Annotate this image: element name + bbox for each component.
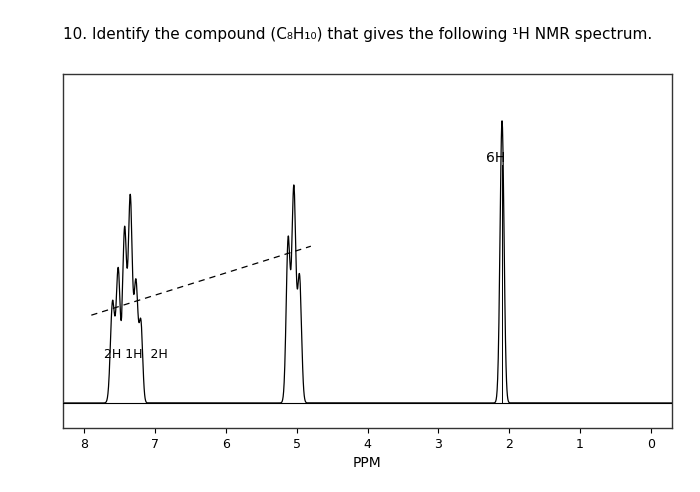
- X-axis label: PPM: PPM: [353, 456, 382, 470]
- Text: 2H 1H  2H: 2H 1H 2H: [104, 348, 168, 361]
- Text: 6H: 6H: [486, 151, 505, 165]
- Text: 10. Identify the compound (C₈H₁₀) that gives the following ¹H NMR spectrum.: 10. Identify the compound (C₈H₁₀) that g…: [63, 27, 652, 42]
